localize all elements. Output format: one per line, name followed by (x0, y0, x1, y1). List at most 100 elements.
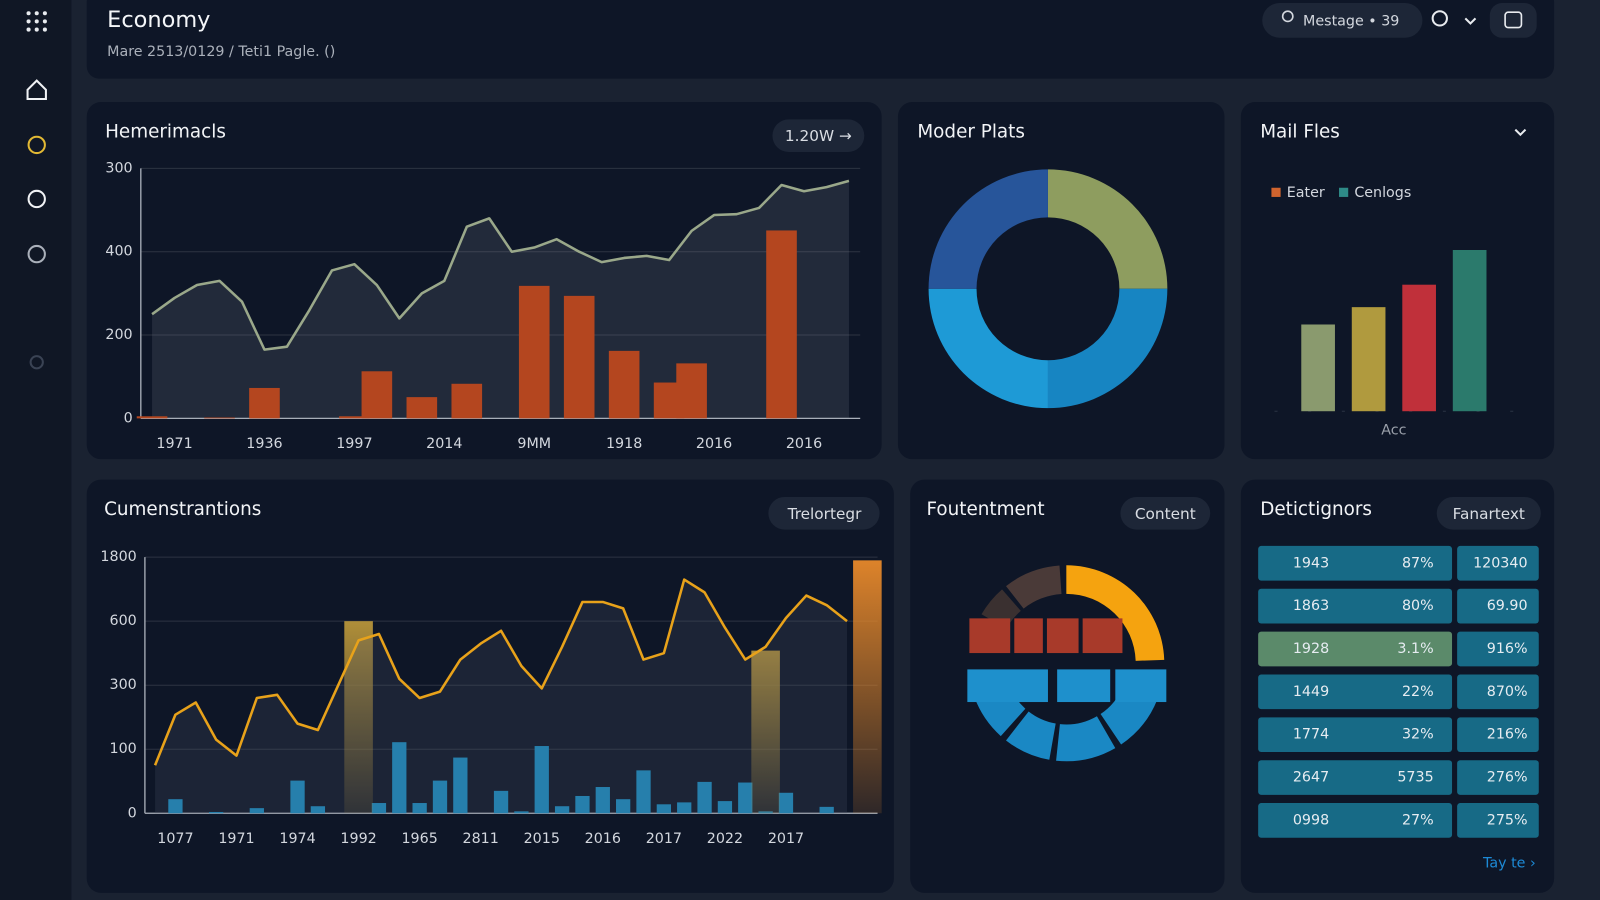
x-tick-label: 1992 (340, 831, 376, 847)
y-tick-label: 0 (124, 410, 133, 426)
button[interactable] (768, 496, 880, 530)
settings-button[interactable] (1489, 3, 1537, 38)
donut-segment (928, 169, 1048, 289)
bar (656, 804, 672, 814)
x-tick-label: 1965 (401, 831, 437, 847)
bar (1301, 324, 1335, 412)
chart-title: Cumenstrantions (104, 499, 261, 520)
header (86, 0, 1555, 79)
bar (493, 790, 509, 814)
table-cell (1258, 631, 1453, 667)
bar (451, 383, 483, 419)
chart-title: Moder Plats (917, 122, 1025, 143)
table-cell-text: 1449 (1293, 684, 1329, 700)
x-tick-label: 2022 (707, 831, 743, 847)
panel (1240, 102, 1555, 460)
bar (392, 742, 407, 814)
activity-icon[interactable] (27, 135, 46, 155)
table-cell (1258, 545, 1453, 581)
bar (136, 416, 168, 419)
bar (717, 801, 733, 814)
bar (208, 811, 224, 814)
chat-icon[interactable] (27, 189, 46, 209)
bar (1452, 250, 1487, 412)
page-title: Economy (107, 7, 210, 33)
bar (432, 780, 448, 814)
bar (290, 780, 305, 814)
radial-block (969, 618, 1011, 654)
x-tick-label: 2811 (463, 831, 499, 847)
radial-graphic (967, 565, 1167, 762)
bar (766, 230, 797, 419)
x-tick-label: 1997 (336, 436, 372, 452)
y-tick-label: 100 (110, 741, 137, 757)
button-label[interactable]: Fanartext (1453, 505, 1525, 523)
misc-icon[interactable] (29, 355, 44, 370)
x-axis-label: Acc (1381, 423, 1406, 439)
bar (554, 806, 570, 814)
bar (412, 803, 427, 814)
x-tick-label: 2015 (524, 831, 560, 847)
user-pill[interactable] (1262, 3, 1423, 38)
home-icon[interactable] (26, 79, 47, 100)
table-cell-text: 1943 (1293, 555, 1329, 571)
button-label[interactable]: Trelortegr (787, 505, 862, 523)
table-cell-text: 5735 (1397, 770, 1433, 786)
table-cell (1258, 674, 1453, 710)
bar (595, 787, 610, 814)
table-cell (1258, 717, 1453, 753)
legend-swatch (1271, 187, 1281, 197)
bar (636, 770, 651, 814)
table-cell-text: 120340 (1473, 555, 1527, 571)
radial-segment (1006, 711, 1056, 760)
bar (563, 295, 595, 419)
bar (616, 799, 631, 814)
collapse-icon[interactable] (1514, 128, 1527, 137)
bar (204, 417, 235, 419)
y-tick-label: 1800 (100, 549, 136, 565)
bar (575, 795, 590, 814)
legend-label: Cenlogs (1354, 185, 1411, 201)
x-tick-label: 2016 (786, 436, 822, 452)
table-cell-text: 22% (1402, 684, 1434, 700)
badge[interactable] (772, 119, 865, 153)
panel (86, 479, 894, 893)
x-tick-label: 1077 (157, 831, 193, 847)
donut-segment (1047, 169, 1168, 289)
bar (249, 387, 280, 419)
table-cell-text: 276% (1487, 770, 1528, 786)
bar (514, 811, 529, 814)
radial-block (1115, 669, 1167, 703)
x-tick-label: 2016 (696, 436, 732, 452)
menu-icon[interactable] (26, 11, 47, 32)
button[interactable] (1120, 496, 1211, 530)
dropdown-icon[interactable] (1464, 17, 1477, 25)
search-icon[interactable] (1431, 10, 1448, 27)
bar (697, 781, 712, 814)
radial-block (1082, 618, 1123, 654)
settings-icon (1504, 11, 1523, 29)
table-cell (1457, 588, 1539, 624)
badge-label[interactable]: 1.20W → (785, 127, 852, 145)
bar (344, 621, 373, 814)
panel-title: Foutentment (927, 499, 1045, 520)
table-title: Detictignors (1260, 499, 1372, 520)
table-cell-text: 80% (1402, 598, 1434, 614)
table-cell-text: 1863 (1293, 598, 1329, 614)
table-cell-text: 870% (1487, 684, 1528, 700)
button[interactable] (1436, 496, 1541, 530)
table-cell-text: 216% (1487, 727, 1528, 743)
bar (406, 397, 438, 419)
table-cell (1258, 803, 1453, 838)
y-tick-label: 300 (110, 677, 137, 693)
bar (738, 782, 753, 814)
target-icon[interactable] (27, 244, 46, 264)
y-tick-label: 200 (105, 327, 132, 343)
x-tick-label: 2017 (646, 831, 682, 847)
table-link[interactable]: Tay te › (1482, 855, 1536, 871)
radial-block (967, 669, 1048, 703)
bar (1351, 307, 1386, 412)
button-label[interactable]: Content (1135, 505, 1196, 523)
user-label[interactable]: Mestage • 39 (1303, 13, 1399, 29)
